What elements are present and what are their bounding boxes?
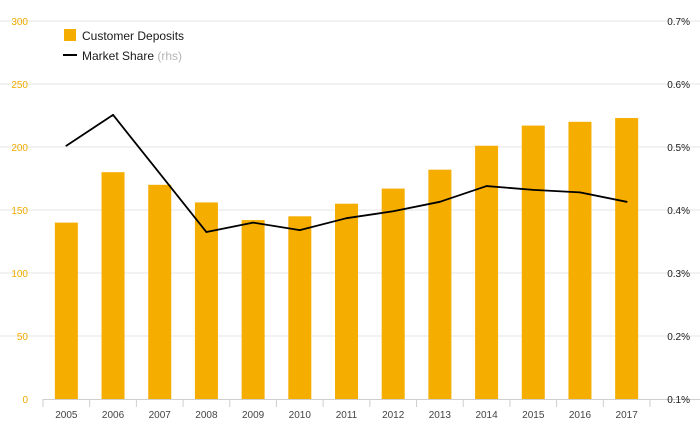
bar-2011 bbox=[335, 203, 358, 399]
line-point-2017 bbox=[625, 200, 628, 203]
y-right-tick-label: 0.7% bbox=[667, 17, 690, 28]
bar-2006 bbox=[101, 172, 125, 399]
bar-2009 bbox=[241, 220, 265, 399]
y-right-tick-label: 0.4% bbox=[667, 206, 690, 217]
y-left-tick-label: 100 bbox=[11, 269, 28, 280]
bar-2012 bbox=[381, 188, 405, 399]
y-right-tick-label: 0.1% bbox=[667, 395, 690, 406]
bar-2010 bbox=[288, 216, 312, 399]
line-point-2006 bbox=[112, 113, 114, 116]
y-left-tick-label: 300 bbox=[11, 17, 28, 28]
line-point-2013 bbox=[438, 200, 441, 203]
legend-label-rhs-suffix: (rhs) bbox=[157, 49, 182, 63]
x-tick-label: 2010 bbox=[289, 410, 312, 421]
line-point-2011 bbox=[345, 217, 348, 220]
line-point-2008 bbox=[205, 231, 208, 233]
x-tick-label: 2012 bbox=[382, 410, 405, 421]
y-left-tick-label: 200 bbox=[11, 143, 28, 154]
bar-2013 bbox=[428, 169, 452, 399]
y-left-tick-label: 150 bbox=[11, 206, 28, 217]
line-point-2010 bbox=[298, 229, 301, 232]
x-tick-label: 2005 bbox=[55, 410, 78, 421]
legend-label-market-share: Market Share (rhs) bbox=[82, 49, 182, 63]
x-tick-label: 2014 bbox=[475, 410, 498, 421]
x-tick-label: 2009 bbox=[242, 410, 265, 421]
line-point-2012 bbox=[392, 210, 395, 213]
bar-2014 bbox=[475, 145, 499, 399]
bar-series bbox=[54, 118, 639, 400]
line-point-2015 bbox=[532, 188, 535, 191]
y-left-tick-label: 50 bbox=[17, 332, 29, 343]
bar-2016 bbox=[568, 121, 592, 400]
y-right-tick-label: 0.3% bbox=[667, 269, 690, 280]
y-left-tick-label: 250 bbox=[11, 80, 28, 91]
line-point-2009 bbox=[252, 221, 255, 224]
y-right-tick-label: 0.5% bbox=[667, 143, 690, 154]
x-tick-label: 2013 bbox=[429, 410, 452, 421]
x-tick-label: 2016 bbox=[569, 410, 592, 421]
line-series bbox=[65, 113, 628, 233]
axes: 0 50 100 150 200 250 300 0.1% 0.2% 0.3% 0.4% 0.5% 0.… bbox=[11, 17, 700, 421]
y-right-tick-label: 0.6% bbox=[667, 80, 690, 91]
bar-2007 bbox=[148, 184, 172, 399]
bar-2005 bbox=[54, 222, 78, 399]
x-tick-label: 2007 bbox=[149, 410, 172, 421]
line-point-2007 bbox=[158, 172, 161, 175]
y-left-tick-label: 0 bbox=[22, 395, 28, 406]
x-tick-label: 2008 bbox=[195, 410, 218, 421]
bar-2017 bbox=[615, 118, 639, 400]
bar-2008 bbox=[194, 202, 218, 399]
legend-label-customer-deposits: Customer Deposits bbox=[82, 29, 184, 43]
line-point-2016 bbox=[579, 191, 581, 194]
line-point-2005 bbox=[65, 144, 68, 147]
bar-2015 bbox=[521, 125, 545, 399]
x-tick-label: 2017 bbox=[616, 410, 639, 421]
x-tick-label: 2006 bbox=[102, 410, 125, 421]
legend: Customer Deposits Market Share (rhs) bbox=[63, 29, 184, 63]
line-point-2014 bbox=[485, 185, 488, 187]
legend-swatch-customer-deposits bbox=[64, 29, 76, 41]
x-tick-label: 2015 bbox=[522, 410, 545, 421]
y-right-tick-label: 0.2% bbox=[667, 332, 690, 343]
x-tick-label: 2011 bbox=[336, 410, 358, 421]
